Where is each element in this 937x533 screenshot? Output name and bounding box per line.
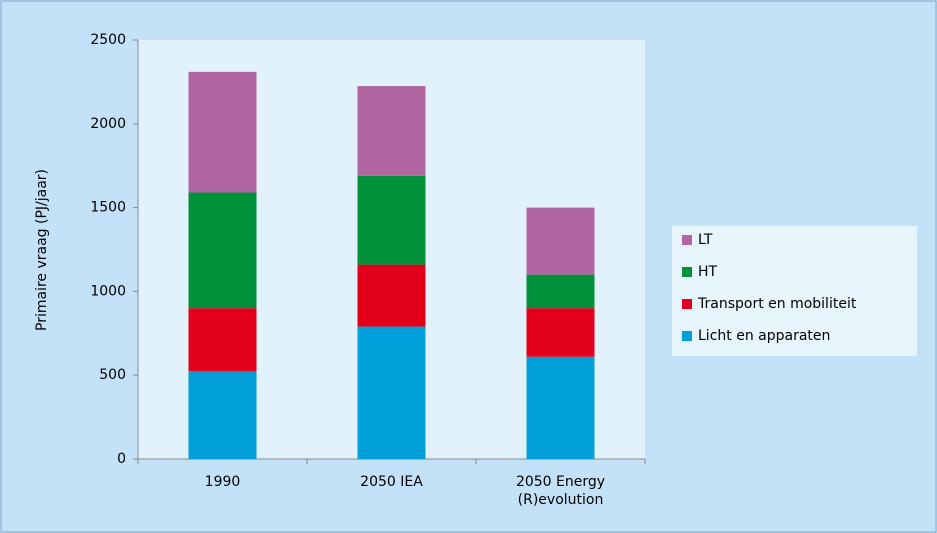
y-axis-label: Primaire vraag (PJ/jaar) <box>34 169 50 331</box>
y-tick-label: 0 <box>117 451 126 467</box>
legend-label: LT <box>698 232 713 248</box>
bar-segment <box>526 207 595 275</box>
bar-segment <box>188 371 257 459</box>
legend-swatch <box>682 331 692 341</box>
bar-segment <box>357 86 426 176</box>
bar-segment <box>188 71 257 193</box>
legend-label: Transport en mobiliteit <box>697 296 857 312</box>
bar-segment <box>357 175 426 265</box>
bar-segment <box>526 308 595 357</box>
legend-label: HT <box>698 264 718 280</box>
y-tick-label: 1000 <box>90 283 126 299</box>
bar-segment <box>188 192 257 309</box>
legend-box <box>672 226 917 356</box>
x-tick-label: 2050 IEA <box>360 474 423 490</box>
x-tick-label: 1990 <box>204 474 241 490</box>
legend-swatch <box>682 299 692 309</box>
y-tick-label: 2000 <box>90 116 126 132</box>
bar-segment <box>357 264 426 327</box>
legend-swatch <box>682 267 692 277</box>
legend-label: Licht en apparaten <box>698 328 830 344</box>
y-tick-label: 1500 <box>90 200 126 216</box>
bar-segment <box>188 308 257 372</box>
bar-segment <box>526 356 595 459</box>
y-tick-label: 2500 <box>90 32 126 48</box>
x-tick-label: 2050 Energy (R)evolution <box>515 474 606 508</box>
bar-segment <box>526 274 595 309</box>
legend-swatch <box>682 235 692 245</box>
bar-segment <box>357 326 426 459</box>
y-tick-label: 500 <box>99 367 126 383</box>
